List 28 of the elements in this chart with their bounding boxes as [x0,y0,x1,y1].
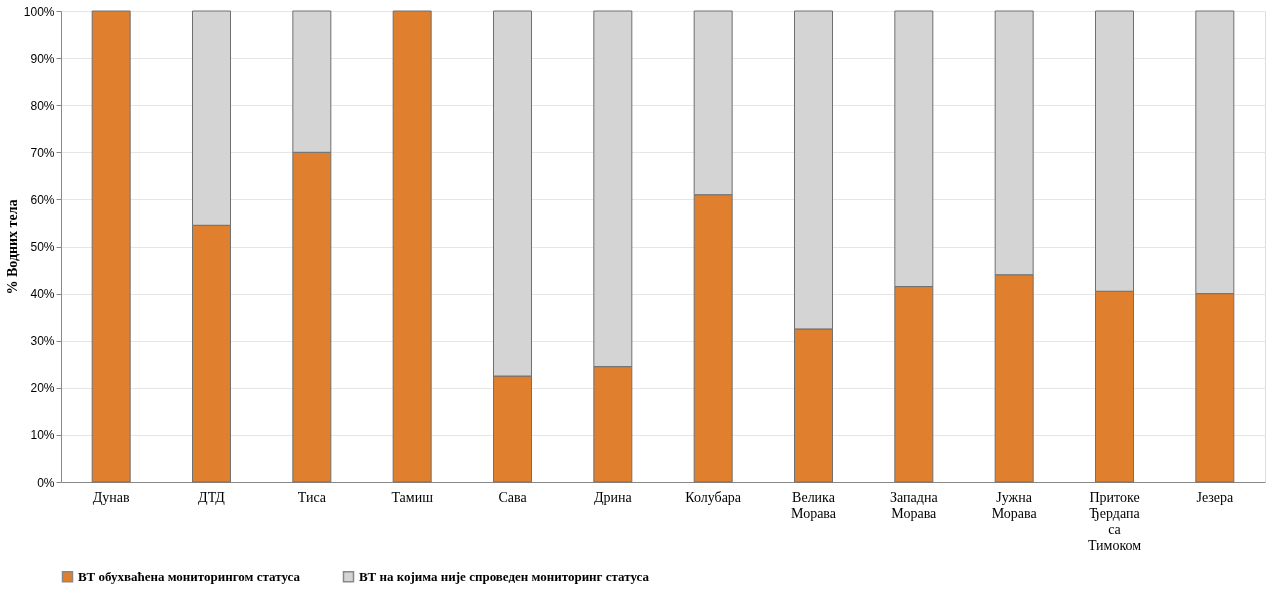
x-tick-label: Колубара [685,489,742,505]
y-tick-label: 50% [30,240,55,254]
y-axis-title: % Водних тела [4,199,20,295]
y-tick-label: 80% [30,98,55,113]
x-tick-label: Тамиш [391,489,434,505]
x-tick-label: Сава [498,489,528,505]
y-tick-label: 70% [30,145,55,160]
x-tick-label: Велика Морава [791,489,837,521]
x-tick-label: Тиса [297,489,327,505]
x-tick-label: Језера [1196,489,1235,505]
y-tick-label: 100% [23,4,55,19]
x-tick-label: Дунав [92,489,130,505]
x-tick-label: Дрина [593,489,633,505]
x-tick-label: Јужна Морава [991,489,1038,521]
legend-label: ВТ на којима није спроведен мониторинг статуса [359,568,650,584]
x-tick-label: ДТД [198,489,226,505]
y-tick-label: 90% [30,51,55,66]
x-tick-label: Западна Морава [890,489,939,521]
y-tick-label: 40% [30,287,55,302]
legend-label: ВТ обухваћена мониторингом статуса [78,568,301,584]
y-tick-label: 20% [30,381,55,396]
y-tick-label: 0% [37,475,55,490]
y-tick-label: 10% [30,428,55,443]
y-tick-label: 60% [30,192,55,207]
bar [392,10,432,483]
bar [91,10,131,483]
y-tick-label: 30% [30,334,55,349]
x-tick-label: Притоке Ђердапа са Тимоком [1087,489,1142,553]
